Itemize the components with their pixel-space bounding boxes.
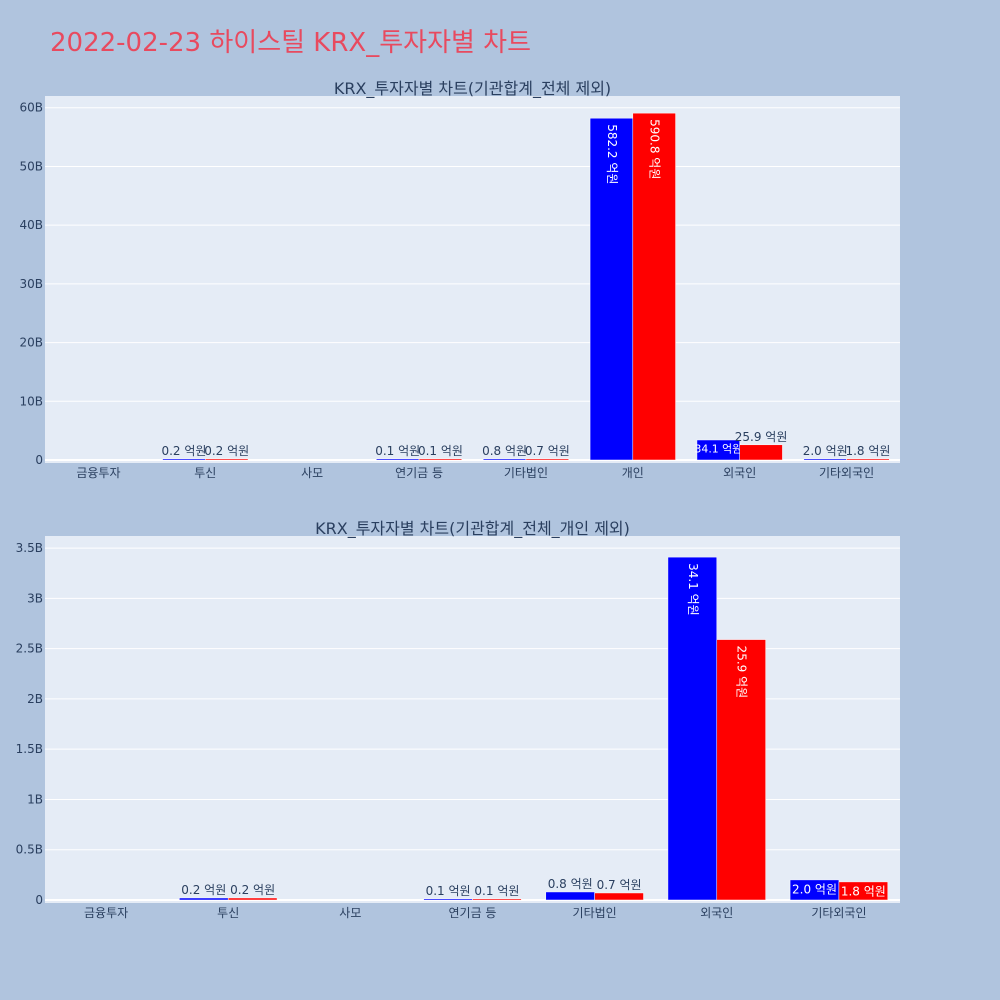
bar	[162, 458, 206, 461]
bar	[482, 458, 527, 461]
bar	[594, 892, 644, 901]
y-tick-label: 0	[35, 453, 43, 467]
x-tick-label: 투신	[194, 466, 216, 480]
x-tick-label: 금융투자	[76, 466, 120, 480]
bar-label: 1.8 억원	[841, 885, 886, 899]
bar	[205, 458, 249, 461]
y-tick-label: 40B	[19, 218, 43, 232]
bar-label: 582.2 억원	[605, 124, 619, 184]
bar	[227, 897, 278, 901]
x-tick-label: 기타법인	[504, 466, 548, 480]
bar-label: 0.8 억원	[482, 444, 527, 458]
y-tick-label: 3.5B	[16, 541, 43, 555]
bar	[739, 444, 783, 461]
bar	[525, 458, 569, 461]
page-title: 2022-02-23 하이스틸 KRX_투자자별 차트	[50, 28, 532, 58]
y-tick-label: 2B	[27, 692, 43, 706]
bar-label: 34.1 억원	[695, 443, 743, 456]
x-tick-label: 기타외국인	[811, 906, 866, 920]
bar-label: 2.0 억원	[792, 882, 837, 896]
y-tick-label: 1.5B	[16, 742, 43, 756]
bar	[472, 898, 522, 901]
x-tick-label: 외국인	[700, 906, 733, 920]
y-tick-label: 30B	[19, 277, 43, 291]
bar-label: 25.9 억원	[735, 430, 788, 444]
bar-label: 0.1 억원	[418, 444, 463, 458]
y-tick-label: 20B	[19, 336, 43, 350]
x-tick-label: 사모	[301, 466, 323, 480]
bar	[803, 458, 847, 461]
bar-label: 25.9 억원	[735, 646, 749, 699]
x-tick-label: 투신	[217, 906, 239, 920]
x-tick-label: 기타외국인	[819, 466, 874, 480]
y-tick-label: 50B	[19, 159, 43, 173]
bar-label: 0.1 억원	[474, 884, 519, 898]
x-tick-label: 외국인	[723, 466, 756, 480]
bar	[589, 117, 634, 461]
bar-label: 0.2 억원	[230, 883, 275, 897]
y-tick-label: 1B	[27, 792, 43, 806]
bar-label: 0.2 억원	[181, 883, 226, 897]
bar-label: 34.1 억원	[686, 563, 700, 616]
bar-label: 2.0 억원	[803, 444, 848, 458]
bar	[716, 639, 766, 901]
plot-area	[45, 96, 900, 463]
bar	[179, 897, 229, 901]
bar-label: 0.2 억원	[161, 444, 206, 458]
bar	[423, 898, 473, 901]
bar	[667, 556, 718, 901]
x-tick-label: 기타법인	[573, 906, 617, 920]
bar-label: 590.8 억원	[648, 119, 662, 179]
x-tick-label: 연기금 등	[395, 466, 443, 480]
y-tick-label: 10B	[19, 394, 43, 408]
bar-label: 0.1 억원	[426, 884, 471, 898]
bar	[376, 458, 420, 461]
bar	[545, 891, 595, 901]
bar	[632, 112, 676, 461]
y-tick-label: 3B	[27, 591, 43, 605]
plot-area	[45, 536, 900, 903]
x-tick-label: 사모	[339, 906, 361, 920]
y-tick-label: 0.5B	[16, 843, 43, 857]
bar-label: 0.1 억원	[375, 444, 420, 458]
bar	[838, 881, 889, 901]
bar	[846, 458, 890, 461]
x-tick-label: 연기금 등	[449, 906, 497, 920]
chart-title: KRX_투자자별 차트(기관합계_전체_개인 제외)	[315, 519, 630, 539]
chart-title: KRX_투자자별 차트(기관합계_전체 제외)	[334, 79, 611, 99]
bar-label: 0.2 억원	[204, 444, 249, 458]
bar-label: 1.8 억원	[845, 444, 890, 458]
y-tick-label: 60B	[19, 101, 43, 115]
x-tick-label: 개인	[622, 466, 644, 480]
bar-label: 0.8 억원	[548, 877, 593, 891]
bar-label: 0.7 억원	[525, 444, 570, 458]
bar-label: 0.7 억원	[597, 878, 642, 892]
y-tick-label: 0	[35, 893, 43, 907]
y-tick-label: 2.5B	[16, 642, 43, 656]
x-tick-label: 금융투자	[84, 906, 128, 920]
bar	[418, 458, 463, 461]
